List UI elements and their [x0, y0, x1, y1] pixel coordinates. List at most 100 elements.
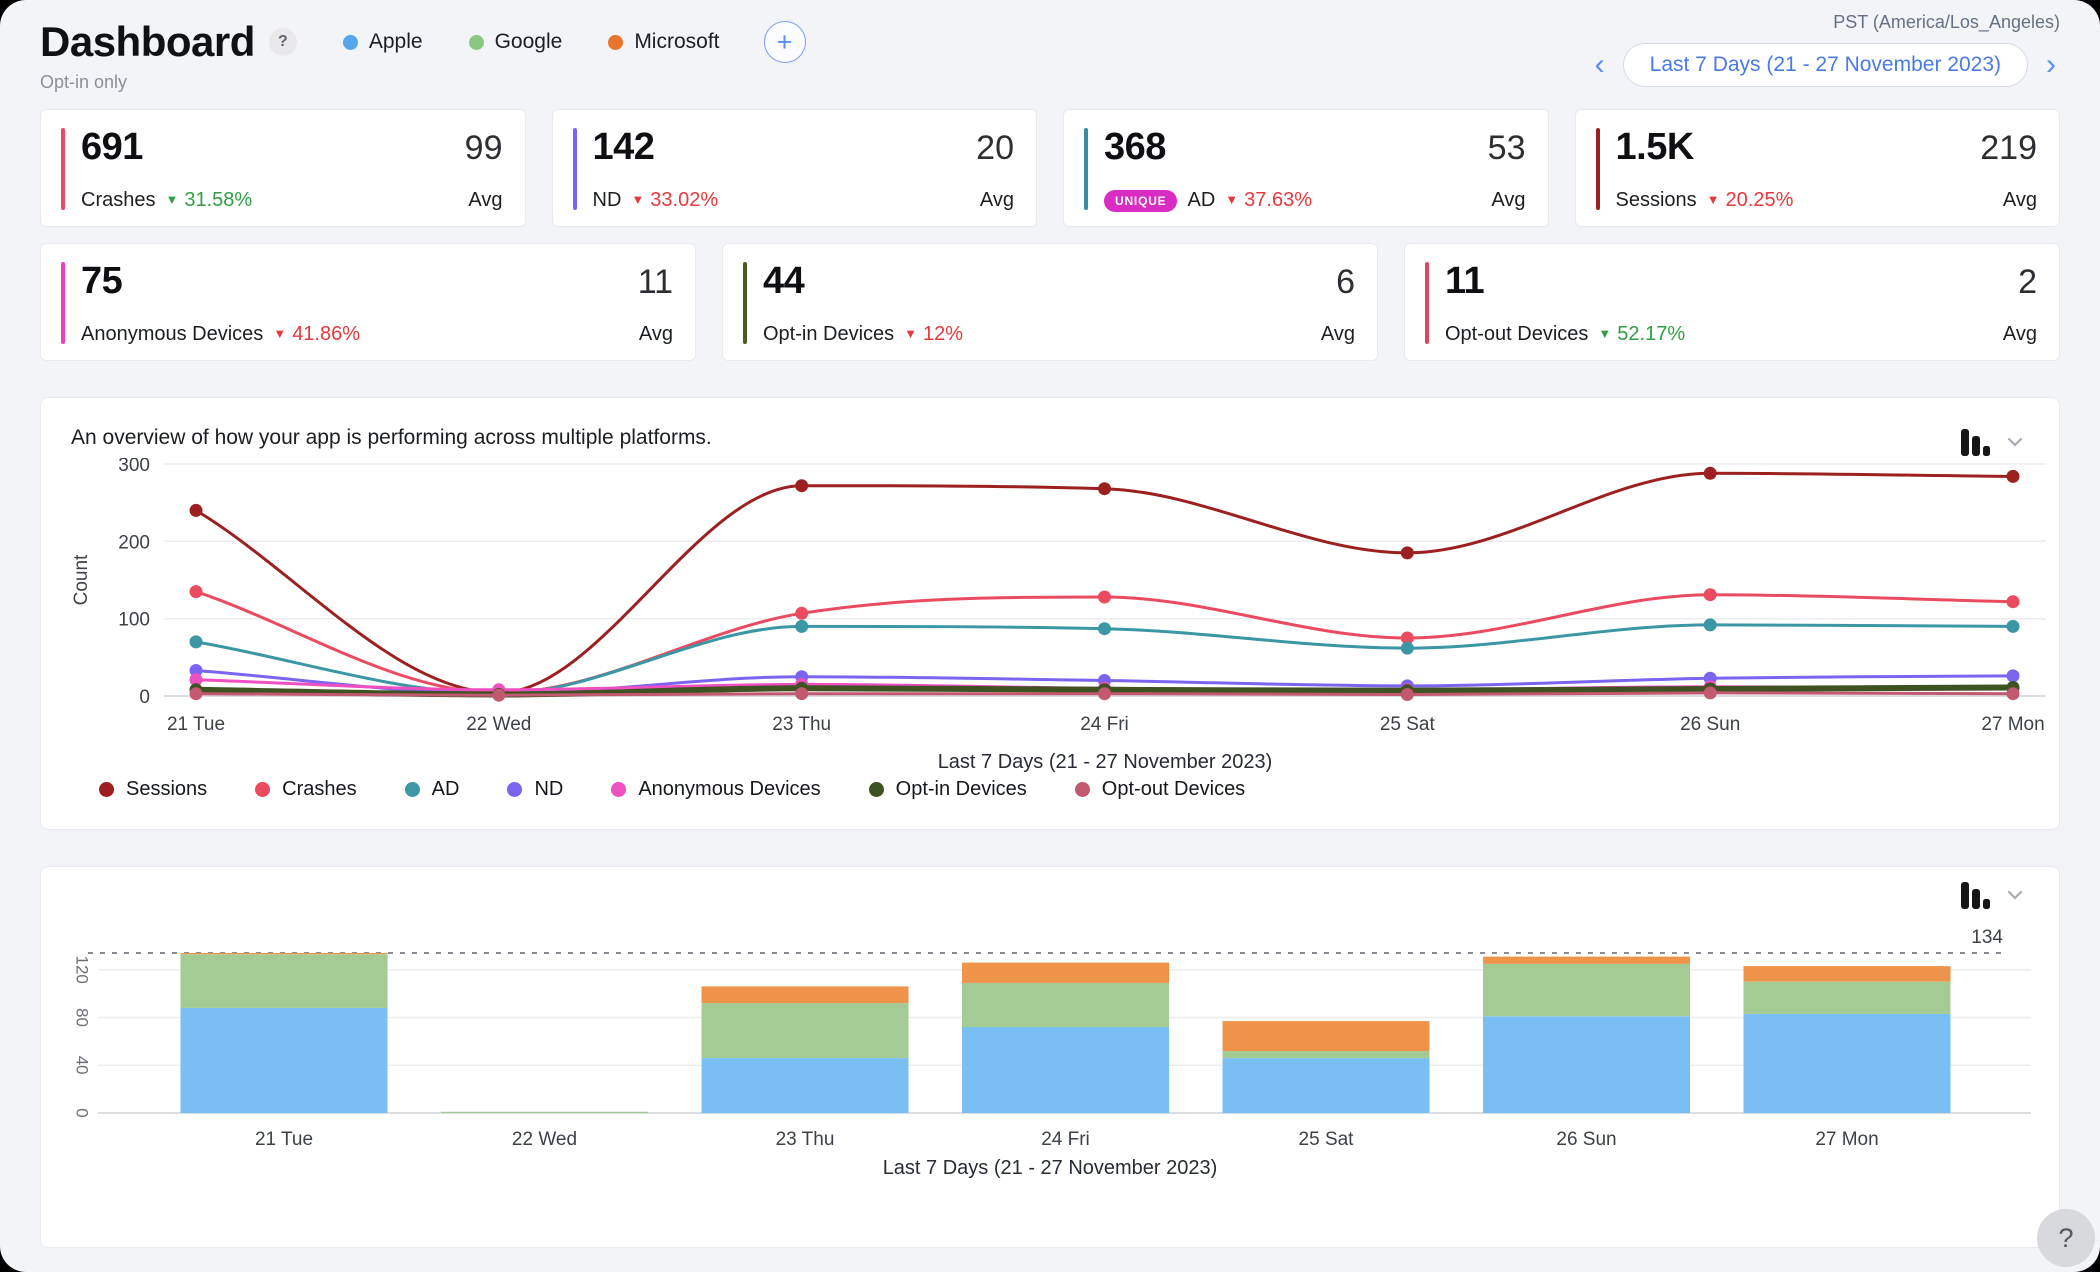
overview-line-chart: 010020030021 Tue22 Wed23 Thu24 Fri25 Sat… — [41, 458, 2059, 774]
stat-card-crashes[interactable]: 691 99 Crashes ▼ 31.58% Avg — [40, 109, 526, 227]
legend-label: ND — [534, 778, 563, 801]
platform-label: Apple — [369, 30, 423, 54]
trend-percent: 33.02% — [650, 189, 718, 212]
legend-dot-icon — [1075, 782, 1090, 797]
title-help-icon[interactable]: ? — [269, 28, 297, 56]
trend-down-icon: ▼ — [273, 326, 286, 341]
stats-row-2: 75 11 Anonymous Devices ▼ 41.86% Avg — [40, 243, 2060, 361]
svg-text:21 Tue: 21 Tue — [255, 1129, 313, 1150]
trend-percent: 31.58% — [184, 189, 252, 212]
stat-card-anonymous-devices[interactable]: 75 11 Anonymous Devices ▼ 41.86% Avg — [40, 243, 696, 361]
svg-text:23 Thu: 23 Thu — [772, 714, 831, 735]
legend-item-sessions[interactable]: Sessions — [99, 778, 207, 801]
stat-value: 368 — [1104, 126, 1166, 169]
legend-item-opt-out-devices[interactable]: Opt-out Devices — [1075, 778, 1245, 801]
stat-value: 44 — [763, 260, 804, 303]
platform-legend: Apple Google Microsoft — [343, 30, 720, 54]
stat-avg-value: 2 — [2018, 263, 2037, 302]
svg-text:26 Sun: 26 Sun — [1556, 1129, 1616, 1150]
dashboard-app: Dashboard ? Apple Google Microsoft + Opt… — [0, 0, 2100, 1272]
svg-text:40: 40 — [73, 1056, 92, 1075]
stat-accent-bar — [61, 262, 65, 344]
chart-type-selector[interactable] — [1959, 426, 2029, 458]
stat-value: 11 — [1445, 260, 1484, 303]
legend-item-nd[interactable]: ND — [507, 778, 563, 801]
stat-label: Anonymous Devices — [81, 323, 263, 346]
trend-indicator: ▼ 20.25% — [1707, 189, 1794, 212]
platform-chip-google[interactable]: Google — [469, 30, 563, 54]
trend-down-icon: ▼ — [165, 192, 178, 207]
svg-text:200: 200 — [118, 532, 150, 553]
legend-label: Crashes — [282, 778, 356, 801]
trend-down-icon: ▼ — [1225, 192, 1238, 207]
add-platform-button[interactable]: + — [764, 21, 806, 63]
svg-text:24 Fri: 24 Fri — [1041, 1129, 1090, 1150]
platform-label: Google — [495, 30, 563, 54]
avg-label: Avg — [639, 323, 673, 346]
timezone-label: PST (America/Los_Angeles) — [1591, 12, 2060, 33]
legend-label: Opt-in Devices — [896, 778, 1027, 801]
svg-text:100: 100 — [118, 610, 150, 631]
chevron-down-icon — [2001, 428, 2029, 456]
stat-value: 142 — [593, 126, 655, 169]
chart-type-selector[interactable] — [1959, 879, 2029, 911]
trend-percent: 20.25% — [1726, 189, 1794, 212]
stat-accent-bar — [1425, 262, 1429, 344]
svg-text:22 Wed: 22 Wed — [466, 714, 531, 735]
legend-dot-icon — [611, 782, 626, 797]
trend-indicator: ▼ 31.58% — [165, 189, 252, 212]
stat-accent-bar — [61, 128, 65, 210]
avg-label: Avg — [1491, 189, 1525, 212]
stat-card-opt-out-devices[interactable]: 11 2 Opt-out Devices ▼ 52.17% Avg — [1404, 243, 2060, 361]
avg-label: Avg — [2003, 189, 2037, 212]
legend-item-anonymous-devices[interactable]: Anonymous Devices — [611, 778, 820, 801]
legend-item-crashes[interactable]: Crashes — [255, 778, 356, 801]
trend-down-icon: ▼ — [631, 192, 644, 207]
trend-indicator: ▼ 52.17% — [1598, 323, 1685, 346]
date-range-picker[interactable]: Last 7 Days (21 - 27 November 2023) — [1623, 43, 2028, 87]
trend-percent: 52.17% — [1617, 323, 1685, 346]
stat-card-opt-in-devices[interactable]: 44 6 Opt-in Devices ▼ 12% Avg — [722, 243, 1378, 361]
trend-indicator: ▼ 12% — [904, 323, 963, 346]
stat-avg-value: 20 — [976, 129, 1014, 168]
svg-text:300: 300 — [118, 458, 150, 476]
trend-down-icon: ▼ — [1598, 326, 1611, 341]
trend-down-icon: ▼ — [904, 326, 917, 341]
svg-text:27 Mon: 27 Mon — [1981, 714, 2044, 735]
unique-badge: UNIQUE — [1104, 190, 1177, 212]
trend-percent: 41.86% — [292, 323, 360, 346]
svg-text:23 Thu: 23 Thu — [776, 1129, 835, 1150]
legend-item-ad[interactable]: AD — [405, 778, 460, 801]
prev-range-button[interactable]: ‹ — [1591, 50, 1609, 80]
stat-value: 1.5K — [1616, 126, 1694, 169]
platform-label: Microsoft — [634, 30, 719, 54]
stat-card-sessions[interactable]: 1.5K 219 Sessions ▼ 20.25% Avg — [1575, 109, 2061, 227]
help-button[interactable]: ? — [2037, 1209, 2095, 1267]
svg-text:26 Sun: 26 Sun — [1680, 714, 1740, 735]
svg-text:22 Wed: 22 Wed — [512, 1129, 577, 1150]
stat-label: Crashes — [81, 189, 155, 212]
stat-label: Opt-out Devices — [1445, 323, 1588, 346]
avg-label: Avg — [1321, 323, 1355, 346]
legend-dot-icon — [405, 782, 420, 797]
stat-avg-value: 219 — [1980, 129, 2037, 168]
svg-text:Count: Count — [71, 554, 92, 605]
legend-item-opt-in-devices[interactable]: Opt-in Devices — [869, 778, 1027, 801]
stat-accent-bar — [743, 262, 747, 344]
avg-label: Avg — [2003, 323, 2037, 346]
legend-dot-icon — [869, 782, 884, 797]
platform-chip-apple[interactable]: Apple — [343, 30, 423, 54]
stat-card-nd[interactable]: 142 20 ND ▼ 33.02% Avg — [552, 109, 1038, 227]
next-range-button[interactable]: › — [2042, 50, 2060, 80]
legend-label: AD — [432, 778, 460, 801]
platform-chip-microsoft[interactable]: Microsoft — [608, 30, 719, 54]
stat-avg-value: 99 — [465, 129, 503, 168]
stat-avg-value: 11 — [638, 263, 673, 302]
svg-text:Last 7 Days (21 - 27 November: Last 7 Days (21 - 27 November 2023) — [938, 751, 1273, 773]
legend-label: Sessions — [126, 778, 207, 801]
stat-card-ad[interactable]: 368 53 UNIQUE AD ▼ 37.63% Avg — [1063, 109, 1549, 227]
microsoft-dot-icon — [608, 35, 623, 50]
chevron-down-icon — [2001, 881, 2029, 909]
stat-value: 691 — [81, 126, 143, 169]
stat-label: Opt-in Devices — [763, 323, 894, 346]
